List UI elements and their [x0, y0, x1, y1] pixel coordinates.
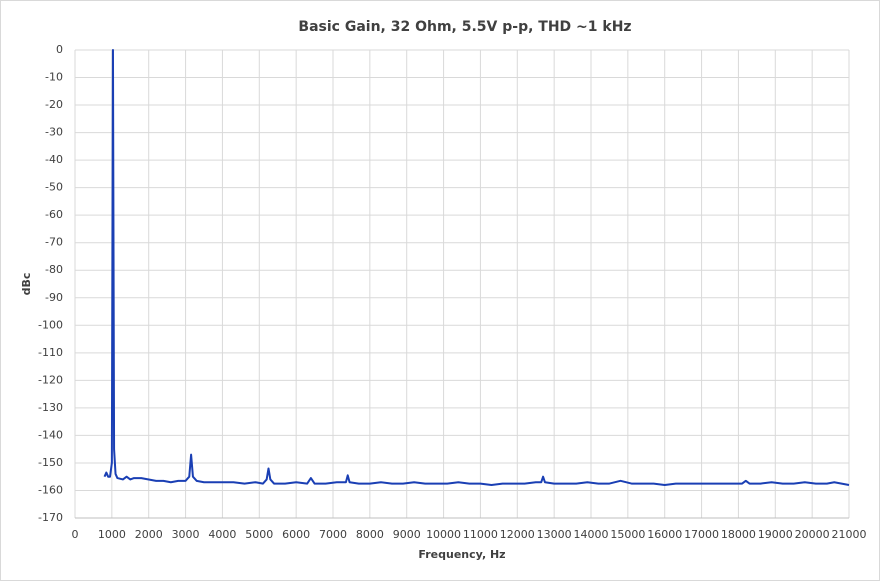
- x-tick-label: 6000: [282, 528, 310, 541]
- y-tick-label: -40: [45, 153, 63, 166]
- y-tick-label: -160: [38, 483, 63, 496]
- y-tick-label: -80: [45, 263, 63, 276]
- x-tick-label: 4000: [208, 528, 236, 541]
- x-axis-title: Frequency, Hz: [418, 548, 505, 561]
- data-line: [103, 49, 850, 486]
- y-tick-label: -20: [45, 98, 63, 111]
- x-tick-label: 14000: [574, 528, 609, 541]
- x-tick-label: 1000: [98, 528, 126, 541]
- x-tick-label: 15000: [610, 528, 645, 541]
- y-tick-label: -50: [45, 181, 63, 194]
- y-tick-label: 0: [56, 43, 63, 56]
- y-tick-label: -120: [38, 373, 63, 386]
- y-tick-label: -30: [45, 126, 63, 139]
- y-tick-label: -60: [45, 208, 63, 221]
- y-tick-label: -140: [38, 428, 63, 441]
- x-tick-label: 21000: [832, 528, 867, 541]
- x-tick-label: 17000: [684, 528, 719, 541]
- x-tick-label: 8000: [356, 528, 384, 541]
- x-tick-label: 9000: [393, 528, 421, 541]
- y-tick-label: -150: [38, 456, 63, 469]
- y-tick-label: -10: [45, 71, 63, 84]
- x-tick-label: 16000: [647, 528, 682, 541]
- x-tick-label: 19000: [758, 528, 793, 541]
- x-tick-label: 12000: [500, 528, 535, 541]
- y-tick-label: -130: [38, 401, 63, 414]
- x-tick-label: 5000: [245, 528, 273, 541]
- x-tick-label: 11000: [463, 528, 498, 541]
- x-tick-label: 7000: [319, 528, 347, 541]
- y-tick-label: -90: [45, 291, 63, 304]
- x-tick-label: 2000: [135, 528, 163, 541]
- y-tick-label: -170: [38, 511, 63, 524]
- y-tick-label: -100: [38, 318, 63, 331]
- x-tick-label: 18000: [721, 528, 756, 541]
- x-tick-label: 3000: [172, 528, 200, 541]
- y-tick-label: -110: [38, 346, 63, 359]
- x-tick-label: 13000: [537, 528, 572, 541]
- y-axis-title: dBc: [20, 273, 33, 296]
- chart-title: Basic Gain, 32 Ohm, 5.5V p-p, THD ~1 kHz: [298, 19, 631, 35]
- y-tick-label: -70: [45, 236, 63, 249]
- x-tick-label: 0: [72, 528, 79, 541]
- x-tick-label: 10000: [426, 528, 461, 541]
- x-tick-label: 20000: [795, 528, 830, 541]
